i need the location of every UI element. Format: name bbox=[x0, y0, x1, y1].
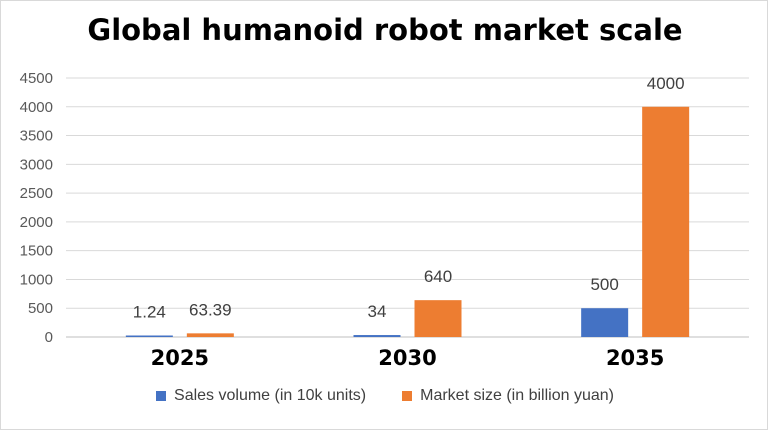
bar-market-size-2030 bbox=[414, 300, 462, 337]
gridlines bbox=[66, 77, 749, 338]
y-tick-label: 0 bbox=[45, 329, 53, 346]
bar-market-size-2025 bbox=[186, 333, 234, 337]
y-tick-label: 1500 bbox=[20, 243, 53, 260]
y-tick-label: 4000 bbox=[20, 99, 53, 116]
y-tick-label: 4500 bbox=[20, 70, 53, 87]
legend-item: Market size (in billion yuan) bbox=[402, 387, 614, 405]
x-tick-label: 2025 bbox=[151, 346, 209, 370]
y-tick-label: 3500 bbox=[20, 128, 53, 145]
x-tick-label: 2030 bbox=[378, 346, 436, 370]
data-label: 500 bbox=[590, 275, 618, 294]
bar-sales-volume-2035 bbox=[581, 308, 629, 337]
data-label: 1.24 bbox=[133, 303, 166, 322]
data-label: 34 bbox=[368, 302, 387, 321]
y-tick-label: 1000 bbox=[20, 271, 53, 288]
legend-label: Market size (in billion yuan) bbox=[420, 387, 614, 404]
y-tick-label: 2500 bbox=[20, 185, 53, 202]
legend-swatch bbox=[402, 391, 413, 401]
bar-sales-volume-2030 bbox=[353, 335, 401, 337]
x-tick-label: 2035 bbox=[606, 346, 664, 370]
data-label: 63.39 bbox=[189, 300, 232, 319]
legend: Sales volume (in 10k units) Market size (… bbox=[1, 387, 768, 405]
y-axis: 0 500 1000 1500 2000 2500 3000 3500 4000 4500 bbox=[20, 70, 53, 346]
bar-sales-volume-2025 bbox=[125, 335, 173, 337]
legend-label: Sales volume (in 10k units) bbox=[174, 387, 367, 404]
x-axis: 2025 2030 2035 bbox=[151, 346, 665, 370]
chart-title: Global humanoid robot market scale bbox=[87, 13, 683, 47]
data-label: 4000 bbox=[647, 74, 685, 93]
y-tick-label: 3000 bbox=[20, 156, 53, 173]
data-label: 640 bbox=[424, 267, 452, 286]
y-tick-label: 2000 bbox=[20, 214, 53, 231]
bar-market-size-2035 bbox=[642, 106, 690, 338]
legend-swatch bbox=[156, 391, 167, 401]
data-labels: 1.24 63.39 34 640 500 4000 bbox=[133, 74, 685, 322]
bars bbox=[125, 106, 690, 338]
legend-item: Sales volume (in 10k units) bbox=[156, 387, 366, 405]
y-tick-label: 500 bbox=[28, 300, 53, 317]
